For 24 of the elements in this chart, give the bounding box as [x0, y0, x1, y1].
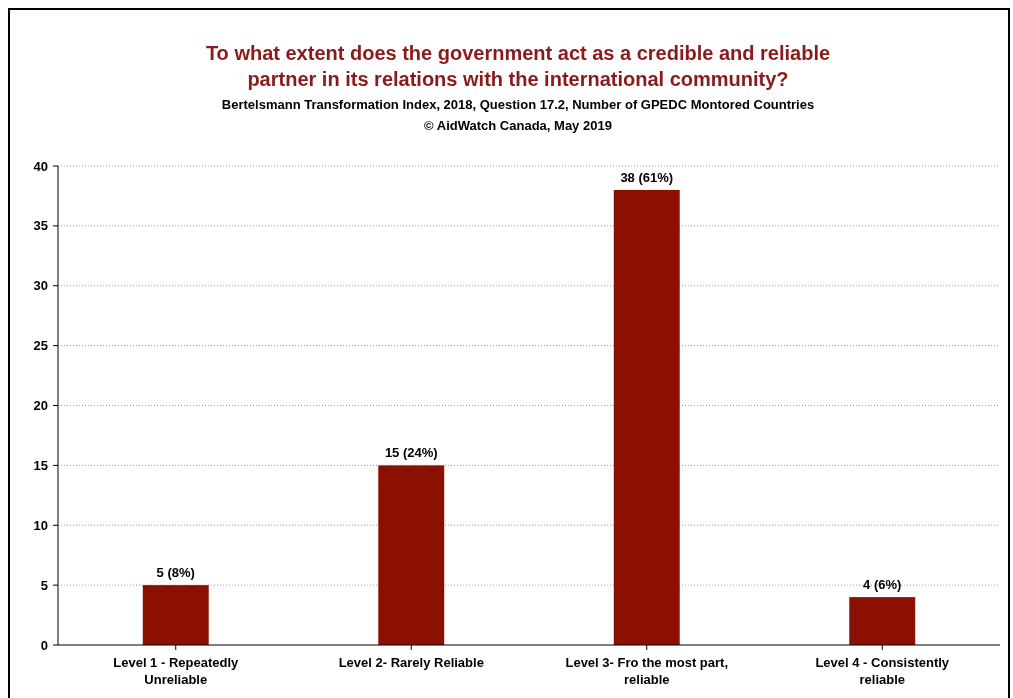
text: © AidWatch Canada, May 2019: [424, 118, 612, 133]
chart-title: To what extent does the government act as a credible and reliable partner in its relations with the international community?: [205, 42, 831, 90]
y-tick-label: 20: [33, 398, 48, 414]
y-tick-label: 5: [40, 577, 48, 593]
data-label: 38 (61%): [620, 169, 674, 185]
bar: [378, 465, 445, 645]
chart-subtitle: Bertelsmann Transformation Index, 2018, Question 17.2, Number of GPEDC Montored Countries: [221, 97, 815, 112]
y-tick-label: 0: [40, 637, 48, 653]
x-tick-label: Level 4 - Consistently reliable: [815, 655, 950, 687]
data-label: 5 (8%): [156, 565, 195, 581]
bar: [613, 189, 680, 645]
bar: [849, 597, 916, 645]
y-tick-label: 40: [33, 158, 48, 174]
y-tick-label: 15: [33, 457, 48, 473]
x-tick-label: Level 3- Fro the most part, reliable: [565, 655, 729, 687]
y-tick-label: 25: [33, 338, 48, 354]
data-label: 4 (6%): [863, 577, 902, 593]
y-tick-label: 30: [33, 278, 48, 294]
bar: [142, 585, 209, 645]
x-tick-label: Level 1 - Repeatedly Unreliable: [113, 655, 240, 687]
data-label: 15 (24%): [384, 445, 438, 461]
x-tick-label: Level 2- Rarely Reliable: [338, 655, 484, 670]
y-tick-label: 35: [33, 218, 48, 234]
y-tick-label: 10: [33, 517, 48, 533]
